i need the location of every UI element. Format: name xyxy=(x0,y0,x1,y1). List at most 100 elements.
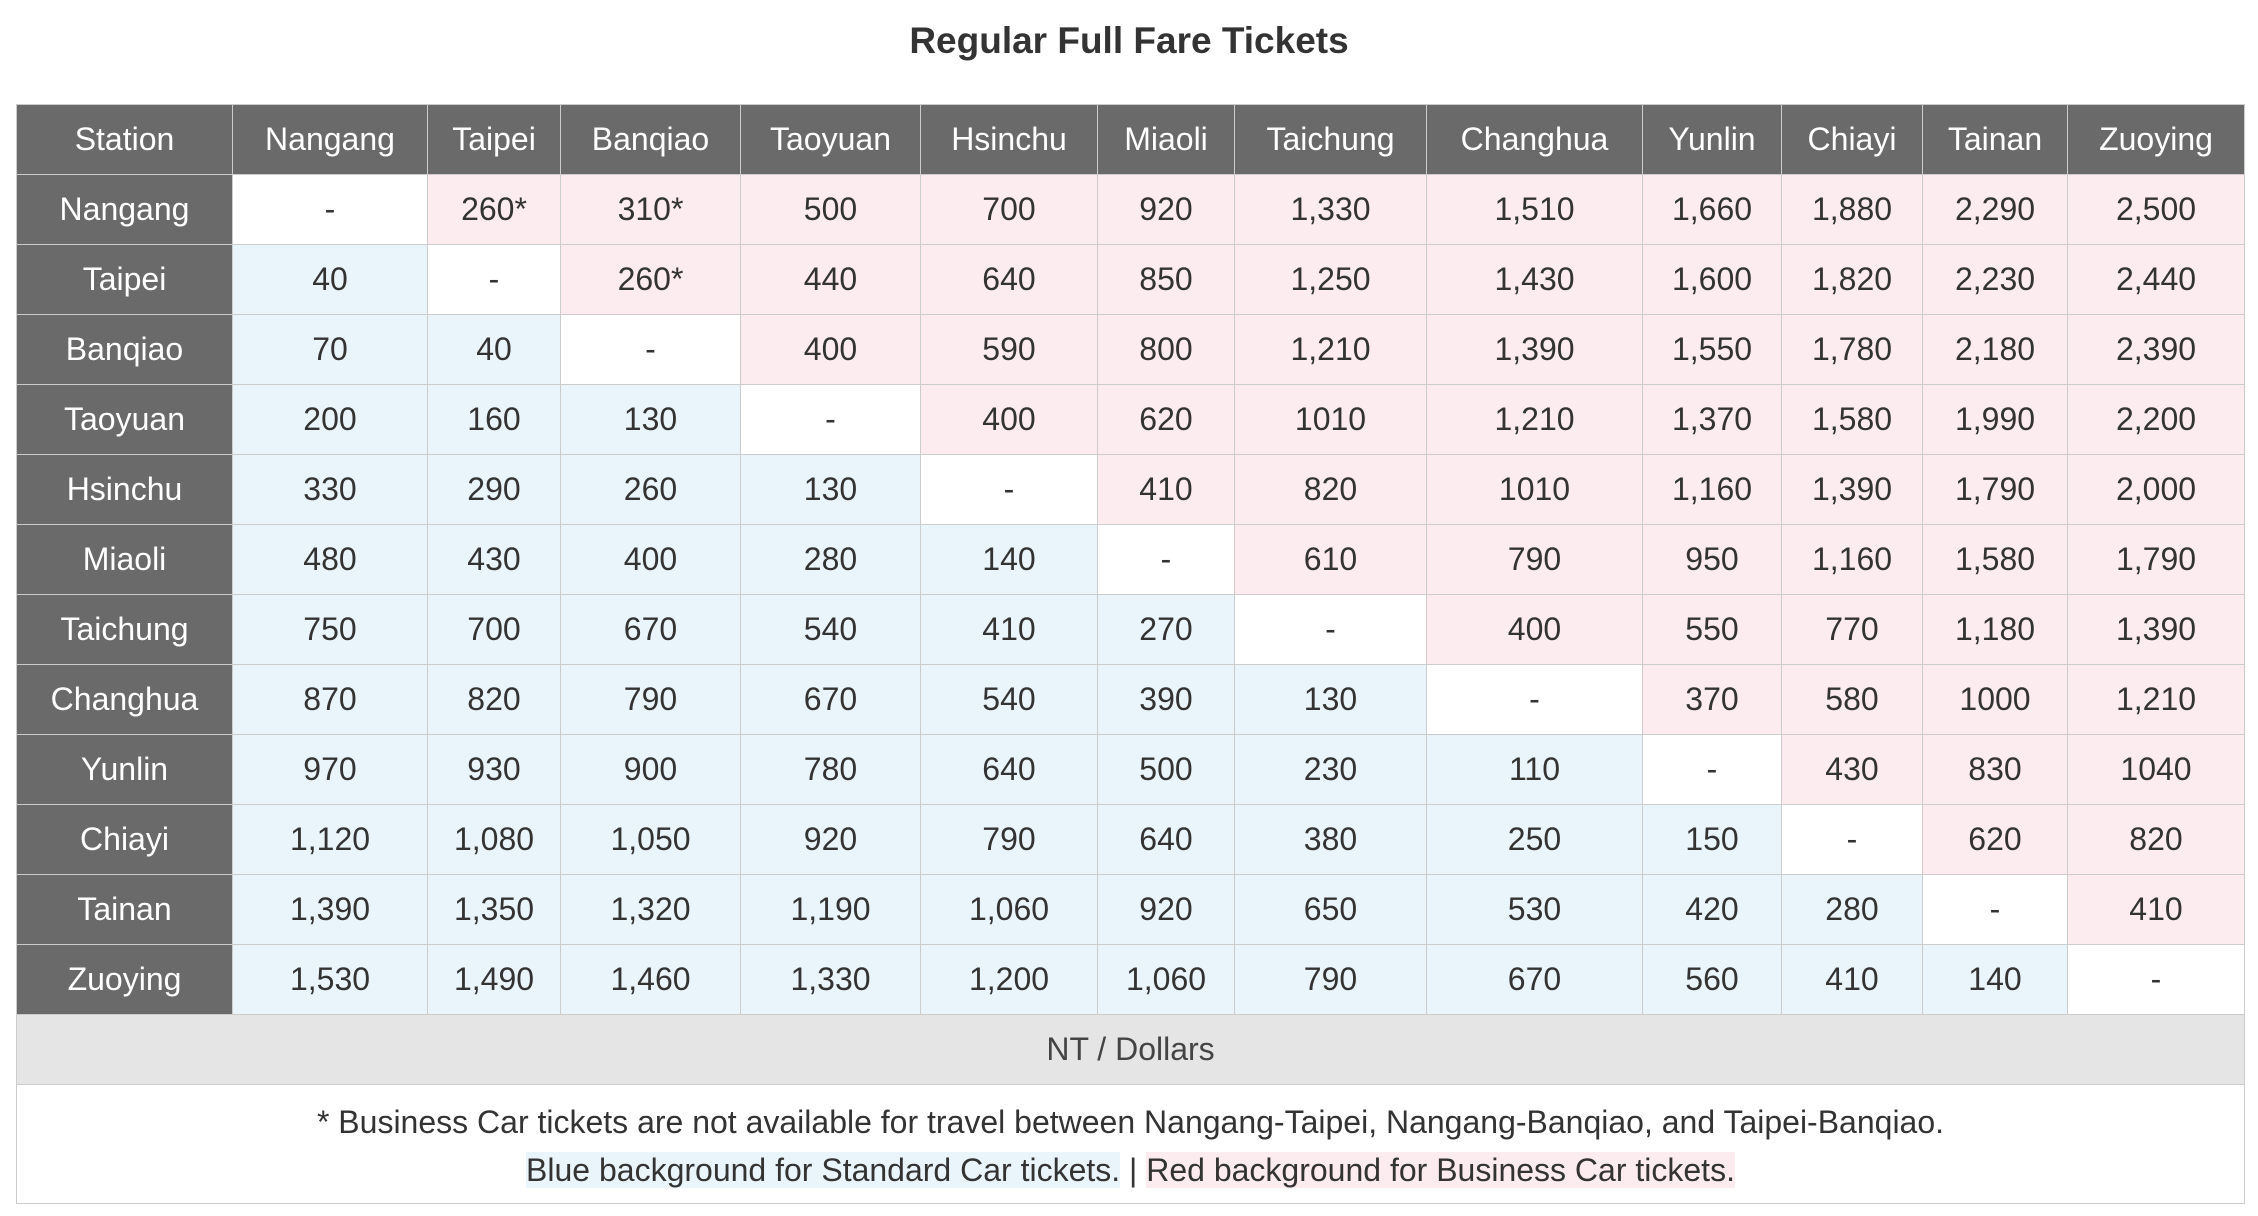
fare-cell: 140 xyxy=(920,524,1098,595)
row-header-miaoli: Miaoli xyxy=(16,524,233,595)
fare-cell: 230 xyxy=(1234,734,1427,805)
row-header-taoyuan: Taoyuan xyxy=(16,384,233,455)
fare-cell: 260* xyxy=(427,174,561,245)
fare-cell: 410 xyxy=(920,594,1098,665)
fare-cell: 560 xyxy=(1642,944,1782,1015)
fare-cell: 820 xyxy=(1234,454,1427,525)
fare-cell: - xyxy=(920,454,1098,525)
column-header-nangang: Nangang xyxy=(232,104,428,175)
fare-cell: 440 xyxy=(740,244,921,315)
fare-cell: 1,210 xyxy=(1234,314,1427,385)
fare-cell: 500 xyxy=(1097,734,1235,805)
table-row: Chiayi 1,120 1,080 1,050 920 790 640 380 250 150-… xyxy=(16,804,2245,875)
fare-cell: 370 xyxy=(1642,664,1782,735)
fare-cell: 400 xyxy=(920,384,1098,455)
legend-standard: Blue background for Standard Car tickets… xyxy=(526,1152,1121,1188)
row-header-hsinchu: Hsinchu xyxy=(16,454,233,525)
fare-cell: 1,580 xyxy=(1781,384,1923,455)
fare-cell: 280 xyxy=(740,524,921,595)
fare-cell: 790 xyxy=(560,664,741,735)
fare-cell: 790 xyxy=(1234,944,1427,1015)
fare-cell: 670 xyxy=(1426,944,1643,1015)
fare-cell: 1,180 xyxy=(1922,594,2068,665)
fare-cell: 1,120 xyxy=(232,804,428,875)
fare-cell: 150 xyxy=(1642,804,1782,875)
unit-label: NT / Dollars xyxy=(16,1014,2245,1085)
fare-cell: 2,440 xyxy=(2067,244,2245,315)
table-row: Nangang -260* 310* 500 700 920 1,330 1,510 1,660… xyxy=(16,174,2245,245)
fare-cell: 160 xyxy=(427,384,561,455)
fare-cell: 580 xyxy=(1781,664,1923,735)
legend-business: Red background for Business Car tickets. xyxy=(1146,1152,1735,1188)
fare-cell: 2,230 xyxy=(1922,244,2068,315)
fare-cell: 1,530 xyxy=(232,944,428,1015)
column-header-banqiao: Banqiao xyxy=(560,104,741,175)
fare-cell: 670 xyxy=(560,594,741,665)
column-header-taichung: Taichung xyxy=(1234,104,1427,175)
fare-cell: 920 xyxy=(1097,174,1235,245)
fare-cell: 1,430 xyxy=(1426,244,1643,315)
fare-cell: 650 xyxy=(1234,874,1427,945)
fare-cell: 700 xyxy=(920,174,1098,245)
fare-cell: 1,330 xyxy=(740,944,921,1015)
fare-cell: 1,250 xyxy=(1234,244,1427,315)
fare-cell: 820 xyxy=(2067,804,2245,875)
table-row: Taipei 40-260* 440 640 850 1,250 1,430 1,600 1,8… xyxy=(16,244,2245,315)
fare-cell: 950 xyxy=(1642,524,1782,595)
fare-table: Station Nangang Taipei Banqiao Taoyuan Hsinc… xyxy=(16,104,2245,1204)
fare-cell: 790 xyxy=(920,804,1098,875)
fare-cell: 1,580 xyxy=(1922,524,2068,595)
row-header-changhua: Changhua xyxy=(16,664,233,735)
fare-cell: 1,600 xyxy=(1642,244,1782,315)
fare-cell: 1,390 xyxy=(232,874,428,945)
fare-cell: 1,080 xyxy=(427,804,561,875)
fare-cell: 140 xyxy=(1922,944,2068,1015)
fare-cell: 540 xyxy=(920,664,1098,735)
fare-cell: 2,000 xyxy=(2067,454,2245,525)
fare-cell: 1,210 xyxy=(1426,384,1643,455)
table-row: Miaoli 480 430 400 280 140-610 790 950 1,160 1,58… xyxy=(16,524,2245,595)
row-header-taipei: Taipei xyxy=(16,244,233,315)
table-row: Taichung 750 700 670 540 410 270-400 550 770 1,18… xyxy=(16,594,2245,665)
fare-cell: 610 xyxy=(1234,524,1427,595)
fare-cell: 2,390 xyxy=(2067,314,2245,385)
fare-cell: 280 xyxy=(1781,874,1923,945)
fare-cell: 250 xyxy=(1426,804,1643,875)
fare-cell: 780 xyxy=(740,734,921,805)
fare-cell: 1040 xyxy=(2067,734,2245,805)
fare-cell: 130 xyxy=(560,384,741,455)
fare-cell: 620 xyxy=(1922,804,2068,875)
fare-cell: 400 xyxy=(740,314,921,385)
fare-cell: 920 xyxy=(1097,874,1235,945)
fare-cell: 1,060 xyxy=(920,874,1098,945)
fare-cell: 400 xyxy=(1426,594,1643,665)
notes-cell: * Business Car tickets are not available… xyxy=(16,1084,2245,1204)
column-header-miaoli: Miaoli xyxy=(1097,104,1235,175)
fare-cell: - xyxy=(740,384,921,455)
business-note: * Business Car tickets are not available… xyxy=(316,1104,1945,1140)
fare-cell: 1,820 xyxy=(1781,244,1923,315)
fare-cell: 400 xyxy=(560,524,741,595)
fare-cell: 40 xyxy=(427,314,561,385)
fare-cell: 330 xyxy=(232,454,428,525)
row-header-nangang: Nangang xyxy=(16,174,233,245)
fare-cell: 430 xyxy=(1781,734,1923,805)
fare-cell: 40 xyxy=(232,244,428,315)
fare-cell: 1,990 xyxy=(1922,384,2068,455)
fare-cell: 390 xyxy=(1097,664,1235,735)
fare-cell: 1,330 xyxy=(1234,174,1427,245)
legend-separator: | xyxy=(1120,1152,1147,1188)
fare-cell: 410 xyxy=(2067,874,2245,945)
table-row: Banqiao 70 40-400 590 800 1,210 1,390 1,550 1,78… xyxy=(16,314,2245,385)
column-header-zuoying: Zuoying xyxy=(2067,104,2245,175)
fare-cell: 850 xyxy=(1097,244,1235,315)
column-header-chiayi: Chiayi xyxy=(1781,104,1923,175)
fare-cell: 970 xyxy=(232,734,428,805)
fare-cell: 200 xyxy=(232,384,428,455)
fare-cell: - xyxy=(427,244,561,315)
fare-cell: 480 xyxy=(232,524,428,595)
fare-cell: 2,200 xyxy=(2067,384,2245,455)
row-header-yunlin: Yunlin xyxy=(16,734,233,805)
fare-table-footer: NT / Dollars * Business Car tickets are … xyxy=(16,1014,2245,1204)
